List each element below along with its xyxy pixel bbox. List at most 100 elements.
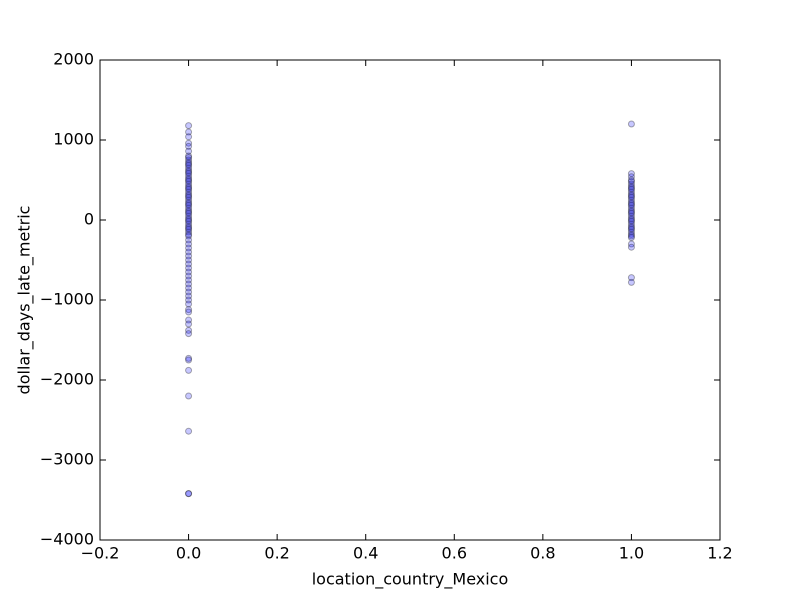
scatter-point [185,202,193,210]
scatter-point [627,198,635,206]
scatter-point [627,234,635,242]
scatter-point [185,256,193,264]
scatter-point [185,214,193,222]
scatter-point [185,228,193,236]
scatter-point [627,196,635,204]
scatter-point [185,178,193,186]
scatter-point [185,176,193,184]
scatter-point [627,182,635,190]
scatter-point [185,356,193,364]
scatter-point [185,306,193,314]
scatter-point [185,194,193,202]
scatter-point [185,240,193,248]
scatter-point [627,216,635,224]
scatter-point [185,128,193,136]
scatter-point [627,188,635,196]
x-tick-label: 1.0 [619,544,644,563]
scatter-point [185,180,193,188]
scatter-point [185,174,193,182]
y-tick-label: −4000 [40,530,94,549]
scatter-point [185,210,193,218]
scatter-point [185,212,193,220]
scatter-point [185,308,193,316]
scatter-point [185,216,193,224]
scatter-point [185,122,193,130]
scatter-point [627,222,635,230]
scatter-point [185,354,193,362]
scatter-point [185,154,193,162]
x-axis-label: location_country_Mexico [312,570,509,590]
scatter-point [627,206,635,214]
scatter-point [627,224,635,232]
scatter-point [627,186,635,194]
scatter-point [627,230,635,238]
scatter-point [627,274,635,282]
scatter-point [185,133,193,141]
scatter-point [185,196,193,204]
scatter-point [185,139,193,147]
scatter-point [627,202,635,210]
scatter-point [627,178,635,186]
scatter-point [185,220,193,228]
scatter-point [185,320,193,328]
scatter-point [185,186,193,194]
scatter-point [185,316,193,324]
scatter-point [627,208,635,216]
scatter-point [185,206,193,214]
scatter-point [627,226,635,234]
scatter-point [185,166,193,174]
y-axis-label: dollar_days_late_metric [15,206,35,395]
scatter-point [627,278,635,286]
scatter-point [627,180,635,188]
scatter-point [185,164,193,172]
scatter-point [185,264,193,272]
scatter-point [185,188,193,196]
scatter-point [627,220,635,228]
y-tick-label: −2000 [40,370,94,389]
plot-frame [99,59,721,541]
scatter-point [185,244,193,252]
x-tick-label: −0.2 [81,544,120,563]
scatter-point [627,120,635,128]
scatter-point [185,184,193,192]
x-tick-label: 1.2 [707,544,732,563]
scatter-point [627,200,635,208]
x-tick-label: 0.2 [264,544,289,563]
scatter-point [627,190,635,198]
scatter-point [185,162,193,170]
scatter-point [185,252,193,260]
scatter-point [185,260,193,268]
scatter-point [185,182,193,190]
scatter-point [627,184,635,192]
scatter-point [185,226,193,234]
scatter-point [627,240,635,248]
y-tick-label: 1000 [53,130,94,149]
scatter-point [185,147,193,155]
scatter-point [627,194,635,202]
scatter-point [185,170,193,178]
scatter-point [185,490,193,498]
scatter-point [185,280,193,288]
scatter-point [185,224,193,232]
scatter-point [185,392,193,400]
scatter-point [627,232,635,240]
scatter-point [185,222,193,230]
x-tick-label: 0.8 [530,544,555,563]
y-tick-label: 2000 [53,50,94,69]
scatter-point [627,170,635,178]
scatter-point [185,152,193,160]
scatter-point [185,142,193,150]
x-tick-label: 0.4 [353,544,378,563]
scatter-point [185,300,193,308]
scatter-point [185,296,193,304]
scatter-point [185,326,193,334]
scatter-point [627,218,635,226]
scatter-point [627,214,635,222]
scatter-point [185,276,193,284]
scatter-point [185,198,193,206]
y-tick-label: 0 [84,210,94,229]
scatter-point [185,288,193,296]
scatter-point [185,230,193,238]
scatter-point [185,232,193,240]
scatter-point [185,158,193,166]
